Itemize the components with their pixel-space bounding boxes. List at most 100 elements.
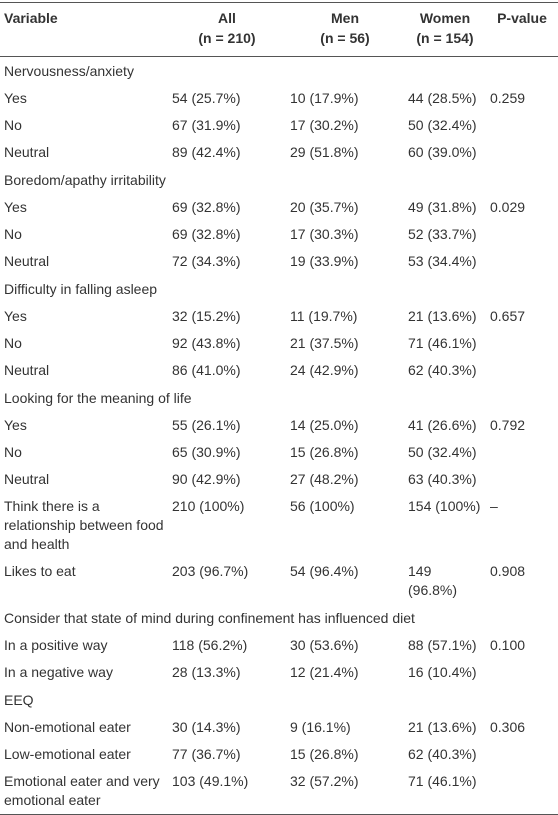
cell: 28 (13.3%) (172, 664, 241, 680)
cell: 203 (96.7%) (172, 563, 249, 579)
data-row: Neutral 72 (34.3%) 19 (33.9%) 53 (34.4%) (0, 248, 558, 275)
cell: 71 (46.1%) (408, 335, 477, 351)
data-row: In a negative way 28 (13.3%) 12 (21.4%) 16 … (0, 659, 558, 686)
header-cell: P-value (486, 2, 558, 57)
row-label: No (4, 226, 22, 242)
data-row: Yes 32 (15.2%) 11 (19.7%) 21 (13.6%) 0.657 (0, 303, 558, 330)
empty-cell (486, 357, 558, 384)
cell: 30 (53.6%) (290, 637, 359, 653)
cell: 49 (31.8%) (408, 199, 477, 215)
row-label: Yes (4, 90, 27, 106)
cell: 56 (100%) (290, 498, 355, 514)
row-label: Neutral (4, 144, 50, 160)
empty-cell (486, 768, 558, 815)
cell: 30 (14.3%) (172, 719, 241, 735)
cell: 89 (42.4%) (172, 144, 241, 160)
cell: 62 (40.3%) (408, 746, 477, 762)
cell: – (490, 498, 498, 514)
cell: 86 (41.0%) (172, 362, 241, 378)
row-label: Non-emotional eater (4, 719, 131, 735)
cell: 21 (37.5%) (290, 335, 359, 351)
row-label: Think there is a relationship between fo… (4, 498, 164, 552)
section-row: Difficulty in falling asleep (0, 275, 558, 303)
cell: 69 (32.8%) (172, 199, 241, 215)
empty-cell (486, 330, 558, 357)
row-label: Neutral (4, 362, 50, 378)
cell: 15 (26.8%) (290, 444, 359, 460)
cell: 20 (35.7%) (290, 199, 359, 215)
header-text: Women (419, 10, 471, 26)
cell: 72 (34.3%) (172, 253, 241, 269)
header-cell: Men (n = 56) (286, 2, 404, 57)
cell: 67 (31.9%) (172, 117, 241, 133)
cell: 118 (56.2%) (172, 637, 248, 653)
cell: 50 (32.4%) (408, 444, 477, 460)
cell: 16 (10.4%) (408, 664, 477, 680)
cell: 9 (16.1%) (290, 719, 351, 735)
cell: 88 (57.1%) (408, 637, 477, 653)
cell: 92 (43.8%) (172, 335, 241, 351)
row-label: Neutral (4, 471, 50, 487)
data-row: Non-emotional eater 30 (14.3%) 9 (16.1%) 21… (0, 714, 558, 741)
header-text: (n = 154) (416, 30, 474, 46)
section-label: Looking for the meaning of life (4, 390, 192, 406)
cell: 12 (21.4%) (290, 664, 359, 680)
cell: 71 (46.1%) (408, 773, 477, 789)
cell: 0.259 (490, 90, 526, 106)
cell: 69 (32.8%) (172, 226, 241, 242)
data-row: Yes 54 (25.7%) 10 (17.9%) 44 (28.5%) 0.259 (0, 85, 558, 112)
empty-cell (486, 466, 558, 493)
cell: 0.029 (490, 199, 526, 215)
empty-cell (486, 139, 558, 166)
cell: 17 (30.2%) (290, 117, 359, 133)
cell: 50 (32.4%) (408, 117, 477, 133)
cell: 65 (30.9%) (172, 444, 241, 460)
data-row: Neutral 89 (42.4%) 29 (51.8%) 60 (39.0%) (0, 139, 558, 166)
section-row: Boredom/apathy irritability (0, 166, 558, 194)
row-label: In a positive way (4, 637, 108, 653)
data-row: No 67 (31.9%) 17 (30.2%) 50 (32.4%) (0, 112, 558, 139)
section-label: Boredom/apathy irritability (4, 172, 166, 188)
cell: 0.792 (490, 417, 526, 433)
section-row: Nervousness/anxiety (0, 57, 558, 86)
cell: 17 (30.3%) (290, 226, 359, 242)
table-header: Variable All (n = 210) Men (n = 56) Women (n =… (0, 2, 558, 57)
data-row: Yes 69 (32.8%) 20 (35.7%) 49 (31.8%) 0.029 (0, 194, 558, 221)
header-cell: Women (n = 154) (404, 2, 486, 57)
cell: 54 (96.4%) (290, 563, 359, 579)
cell: 54 (25.7%) (172, 90, 241, 106)
data-row: No 65 (30.9%) 15 (26.8%) 50 (32.4%) (0, 439, 558, 466)
cell: 60 (39.0%) (408, 144, 477, 160)
cell: 52 (33.7%) (408, 226, 477, 242)
row-label: Yes (4, 417, 27, 433)
data-row: Low-emotional eater 77 (36.7%) 15 (26.8%) 6… (0, 741, 558, 768)
header-row: Variable All (n = 210) Men (n = 56) Women (n =… (0, 2, 558, 57)
empty-cell (486, 741, 558, 768)
row-label: No (4, 335, 22, 351)
row-label: Low-emotional eater (4, 746, 131, 762)
header-cell: Variable (0, 2, 168, 57)
data-row: Think there is a relationship between fo… (0, 493, 558, 558)
row-label: In a negative way (4, 664, 113, 680)
cell: 21 (13.6%) (408, 308, 477, 324)
section-label: Difficulty in falling asleep (4, 281, 158, 297)
row-label: No (4, 444, 22, 460)
header-text: All (218, 10, 236, 26)
header-text: Variable (4, 10, 58, 26)
cell: 90 (42.9%) (172, 471, 241, 487)
cell: 0.908 (490, 563, 526, 579)
cell: 15 (26.8%) (290, 746, 359, 762)
cell: 62 (40.3%) (408, 362, 477, 378)
cell: 149 (96.8%) (408, 563, 458, 598)
cell: 14 (25.0%) (290, 417, 359, 433)
cell: 210 (100%) (172, 498, 245, 514)
row-label: No (4, 117, 22, 133)
header-cell: All (n = 210) (168, 2, 286, 57)
cell: 32 (15.2%) (172, 308, 241, 324)
cell: 19 (33.9%) (290, 253, 359, 269)
cell: 11 (19.7%) (290, 308, 358, 324)
empty-cell (486, 659, 558, 686)
cell: 32 (57.2%) (290, 773, 359, 789)
